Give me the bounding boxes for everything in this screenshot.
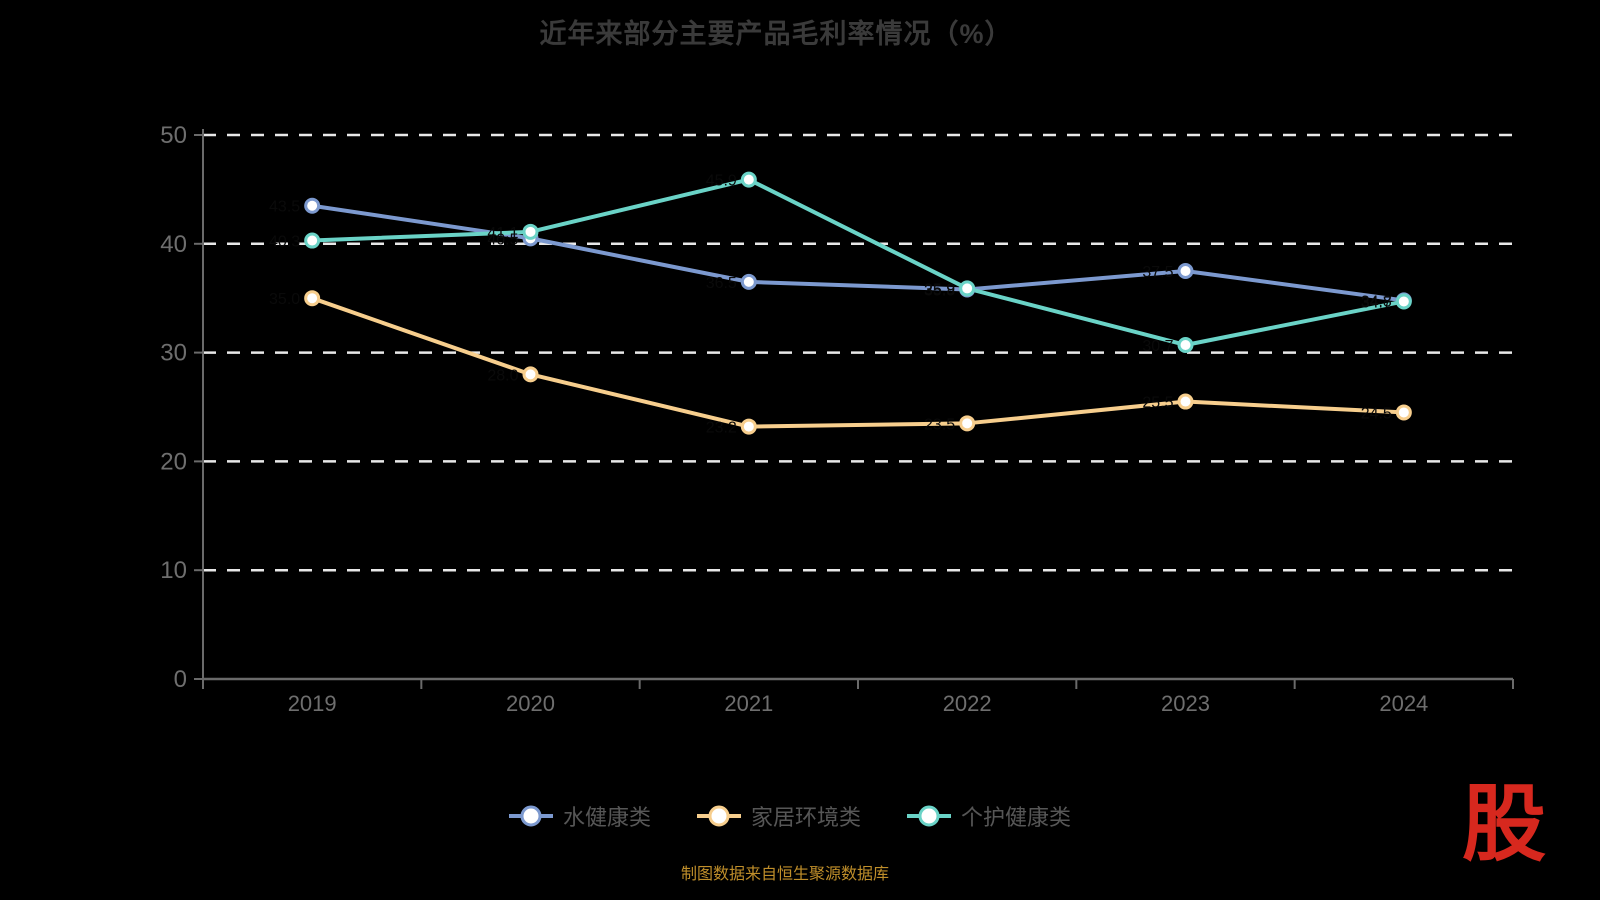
data-point-家居环境类-2023[interactable] bbox=[1177, 393, 1194, 410]
data-point-家居环境类-2019[interactable] bbox=[304, 290, 321, 307]
data-label: 23.2 bbox=[706, 420, 737, 437]
data-label: 34.7 bbox=[1361, 294, 1392, 311]
data-label: 36.5 bbox=[706, 275, 737, 292]
legend-item-个护健康类[interactable]: 个护健康类 bbox=[907, 800, 1071, 832]
legend-marker-icon bbox=[696, 805, 741, 827]
data-label: 28.0 bbox=[487, 367, 518, 384]
data-point-个护健康类-2024[interactable] bbox=[1395, 293, 1412, 310]
x-axis-category-label: 2023 bbox=[1161, 691, 1210, 716]
data-label: 37.5 bbox=[1142, 264, 1173, 281]
series-line-个护健康类 bbox=[310, 177, 1406, 347]
legend-item-水健康类[interactable]: 水健康类 bbox=[508, 800, 651, 832]
data-label: 34.8 bbox=[1361, 293, 1392, 310]
data-point-水健康类-2019[interactable] bbox=[304, 197, 321, 214]
y-axis-tick-label: 40 bbox=[160, 231, 187, 258]
data-label: 43.5 bbox=[269, 199, 300, 216]
data-point-个护健康类-2022[interactable] bbox=[959, 280, 976, 297]
series-line-水健康类 bbox=[310, 203, 1406, 303]
y-axis-tick-label: 30 bbox=[160, 340, 187, 367]
data-label: 30.7 bbox=[1142, 338, 1173, 355]
data-point-水健康类-2021[interactable] bbox=[740, 273, 757, 290]
x-axis-category-label: 2020 bbox=[506, 691, 555, 716]
data-source-caption: 制图数据来自恒生聚源数据库 bbox=[680, 866, 889, 883]
y-axis-tick-label: 20 bbox=[160, 448, 187, 475]
data-point-个护健康类-2023[interactable] bbox=[1177, 336, 1194, 353]
legend: 水健康类 家居环境类 个护健康类 bbox=[0, 800, 1580, 832]
y-axis-tick-label: 50 bbox=[160, 122, 187, 149]
data-label: 40.3 bbox=[269, 234, 300, 251]
y-axis-tick-label: 10 bbox=[160, 557, 187, 584]
legend-marker-icon bbox=[508, 805, 553, 827]
series-line-家居环境类 bbox=[310, 296, 1406, 429]
data-point-家居环境类-2024[interactable] bbox=[1395, 404, 1412, 421]
data-label: 25.5 bbox=[1142, 395, 1173, 412]
data-label: 24.5 bbox=[1361, 405, 1392, 422]
y-axis-tick-label: 0 bbox=[174, 666, 187, 693]
data-label: 23.5 bbox=[924, 416, 955, 433]
x-axis-category-label: 2019 bbox=[288, 691, 337, 716]
data-point-个护健康类-2020[interactable] bbox=[522, 223, 539, 240]
data-point-个护健康类-2019[interactable] bbox=[304, 232, 321, 249]
legend-label: 家居环境类 bbox=[750, 805, 861, 830]
data-point-家居环境类-2020[interactable] bbox=[522, 366, 539, 383]
chart-title: 近年来部分主要产品毛利率情况（%） bbox=[539, 19, 1013, 49]
data-label: 35.8 bbox=[924, 282, 955, 299]
data-point-水健康类-2023[interactable] bbox=[1177, 263, 1194, 279]
data-point-家居环境类-2021[interactable] bbox=[740, 418, 757, 435]
data-label: 40.5 bbox=[487, 231, 518, 248]
legend-marker-icon bbox=[907, 805, 951, 827]
data-point-个护健康类-2021[interactable] bbox=[740, 171, 757, 188]
data-label: 41.1 bbox=[487, 225, 518, 242]
legend-label: 个护健康类 bbox=[961, 805, 1072, 830]
data-label: 35.9 bbox=[924, 281, 955, 298]
x-axis-category-label: 2022 bbox=[943, 691, 992, 716]
data-label: 45.9 bbox=[706, 173, 737, 190]
x-axis-category-label: 2024 bbox=[1379, 691, 1428, 716]
legend-item-家居环境类[interactable]: 家居环境类 bbox=[696, 800, 861, 832]
data-label: 35.0 bbox=[269, 291, 300, 308]
x-axis-category-label: 2021 bbox=[724, 691, 773, 716]
stock-app-logo: 股 bbox=[1461, 777, 1546, 871]
legend-label: 水健康类 bbox=[562, 805, 651, 830]
data-point-家居环境类-2022[interactable] bbox=[959, 415, 976, 432]
